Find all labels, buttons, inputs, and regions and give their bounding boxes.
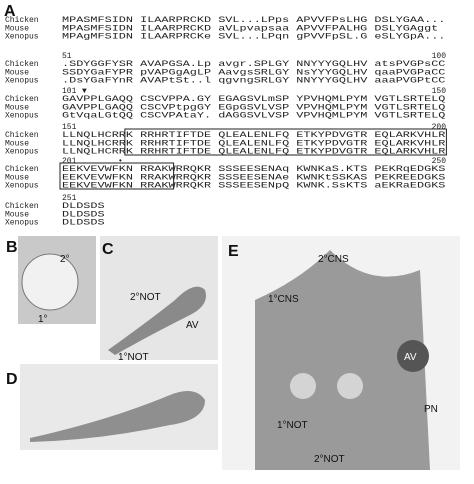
panel-label: E: [228, 243, 239, 260]
position: 200: [432, 123, 447, 132]
species: Chicken: [5, 16, 39, 25]
sequence: GAVPPLGAQQ CSCVPtpgGY EGpGSVLVSP VPVHQML…: [62, 103, 446, 112]
panel-label: D: [6, 371, 18, 388]
sequence: DLDSDS: [62, 202, 105, 211]
annotation: 2°: [60, 254, 70, 265]
embryo: [21, 253, 79, 311]
annotation: AV: [404, 352, 417, 363]
panel-label: B: [6, 239, 18, 256]
sequence: .DsYGaFYnR AVAPtSt..l qgvngSRLGY NNYYYGQ…: [62, 77, 446, 86]
species: Mouse: [5, 173, 29, 182]
section: [255, 250, 430, 470]
species: Mouse: [5, 210, 29, 219]
annotation: 1°NOT: [118, 352, 149, 363]
species: Chicken: [5, 165, 39, 174]
position: 100: [432, 52, 447, 61]
species: Chicken: [5, 131, 39, 140]
annotation: 1°NOT: [277, 420, 308, 431]
species: Chicken: [5, 60, 39, 69]
embryo: [108, 286, 206, 355]
sequence: LLNQLHCRRK RRHRTIFTDE QLEALENLFQ ETKYPDV…: [62, 148, 446, 157]
sequence: EEKVEVWFKN RRAKWRRQKR SSSEESENAq KWNKaS.…: [62, 165, 446, 174]
homeodomain-box: [59, 162, 175, 190]
annotation: PN: [424, 404, 438, 415]
annotation: 2°NOT: [314, 454, 345, 465]
sequence: .SDYGGFYSR AVAPGSA.Lp avgr.SPLGY NNYYYGQ…: [62, 60, 446, 69]
species: Mouse: [5, 139, 29, 148]
species: Xenopus: [5, 77, 39, 86]
annotation: 1°: [38, 314, 48, 325]
annotation: 1°CNS: [268, 294, 299, 305]
annotation: AV: [186, 320, 199, 331]
species: Xenopus: [5, 219, 39, 228]
sequence: MPASMFSIDN ILAARPRCKD SVL...LPps APVVFPs…: [62, 16, 445, 25]
marker: ▼: [82, 87, 87, 96]
species: Xenopus: [5, 148, 39, 157]
position: 250: [432, 157, 447, 166]
not: [290, 373, 316, 399]
position: 151: [62, 123, 77, 132]
annotation: 2°NOT: [130, 292, 161, 303]
marker: •: [118, 157, 123, 166]
annotation: 2°CNS: [318, 254, 349, 265]
not: [337, 373, 363, 399]
position: 101: [62, 87, 77, 96]
sequence: GAVPPLGAQQ CSCVPPA.GY EGAGSVLmSP YPVHQML…: [62, 95, 446, 104]
sequence: MPASMFSIDN ILAARPRCKD aVLpvapsaa APVVFPA…: [62, 24, 438, 33]
sequence: GtVqaLGtQQ CSCVPAtaY. dAGGSVLVSP VPVHQML…: [62, 112, 446, 121]
sequence: SSDYGaFYPR pVAPGgAgLP AavgsSRLGY NsYYYGQ…: [62, 68, 446, 77]
species: Mouse: [5, 103, 29, 112]
species: Chicken: [5, 202, 39, 211]
species: Mouse: [5, 68, 29, 77]
homeodomain-box: [124, 128, 447, 156]
embryo: [30, 391, 205, 442]
species: Xenopus: [5, 33, 39, 42]
sequence: LLNQLHCRRK RRHRTIFTDE QLEALENLFQ ETKYPDV…: [62, 131, 446, 140]
sequence: DLDSDS: [62, 219, 105, 228]
species: Xenopus: [5, 112, 39, 121]
sequence: DLDSDS: [62, 210, 105, 219]
panel-label: A: [4, 3, 16, 20]
position: 201: [62, 157, 77, 166]
panel-label: C: [102, 241, 114, 258]
sequence: MPAgMFSIDN ILAARPRCKe SVL...LPqn gPVVFpS…: [62, 33, 445, 42]
position: 51: [62, 52, 72, 61]
position: 251: [62, 194, 77, 203]
sequence: EEKVEVWFKN RRAKWRRQKR SSSEESENpQ KWNK.Ss…: [62, 182, 446, 191]
sequence: EEKVEVWFKN RRAKWRRQKR SSSEESENAe KWNKtSS…: [62, 173, 446, 182]
sequence: LLNQLHCRRK RRHRTIFTDE QLEALENLFQ ETKYPDV…: [62, 139, 446, 148]
species: Xenopus: [5, 182, 39, 191]
species: Chicken: [5, 95, 39, 104]
position: 150: [432, 87, 447, 96]
species: Mouse: [5, 24, 29, 33]
av: [397, 340, 429, 372]
